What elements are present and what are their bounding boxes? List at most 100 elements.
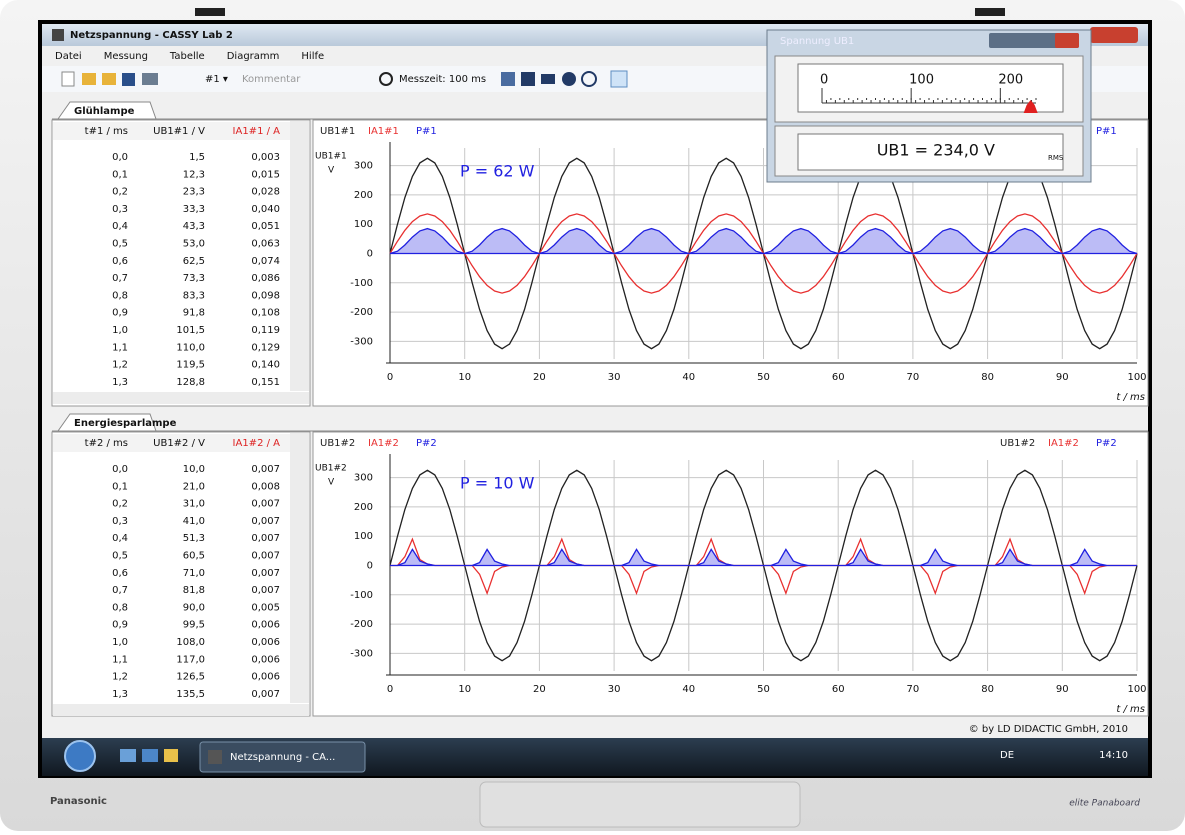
y-tick-label: 100 [354,531,373,542]
y-tick-label: -200 [350,619,373,630]
y-tick-label: -300 [350,648,373,659]
legend-item[interactable]: UB1#2 [1000,438,1035,449]
x-tick-label: 40 [682,684,695,695]
channel-select[interactable]: #1 ▾ [205,74,228,85]
legend-item[interactable]: P#2 [416,438,437,449]
menu-item[interactable]: Tabelle [169,51,205,62]
x-tick-label: 10 [458,372,471,383]
product: elite Panaboard [1069,799,1140,809]
scrollbar [290,121,309,391]
meter-reading: UB1 = 234,0 V [877,141,995,160]
close-button[interactable] [1090,27,1138,43]
table-cell: 41,0 [183,516,205,527]
table-cell: 0,006 [251,637,280,648]
legend-item[interactable]: P#2 [1096,438,1117,449]
x-tick-label: 0 [387,372,393,383]
x-tick-label: 0 [387,684,393,695]
language[interactable]: DE [1000,750,1014,761]
table-cell: 0,086 [251,273,280,284]
table-cell: 33,3 [183,204,205,215]
comment-field[interactable]: Kommentar [242,74,301,85]
table-cell: 0,5 [112,239,128,250]
table-cell: 99,5 [183,620,205,631]
table-cell: 1,2 [112,672,128,683]
table-cell: 60,5 [183,551,205,562]
annotation: P = 10 W [460,474,535,493]
table-cell: 0,008 [251,481,280,492]
table-cell: 23,3 [183,187,205,198]
table-cell: 0,006 [251,654,280,665]
x-tick-label: 30 [608,372,621,383]
legend-item[interactable]: IA1#2 [368,438,399,449]
legend-item[interactable]: IA1#1 [368,126,399,137]
annotation: P = 62 W [460,162,535,181]
table-cell: 0,051 [251,221,280,232]
table-cell: 62,5 [183,256,205,267]
x-tick-label: 100 [1127,372,1146,383]
table-cell: 1,3 [112,689,128,700]
table-cell: 90,0 [183,602,205,613]
legend-item[interactable]: UB1#2 [320,438,355,449]
meter-tick-label: 0 [820,73,828,88]
table-cell: 21,0 [183,481,205,492]
table-header: IA1#2 / A [233,438,281,449]
y-tick-label: 0 [367,561,373,572]
legend-item[interactable]: UB1#1 [320,126,355,137]
window-title: Netzspannung - CASSY Lab 2 [70,30,233,41]
table-cell: 0,007 [251,533,280,544]
table-cell: 0,007 [251,689,280,700]
x-tick-label: 40 [682,372,695,383]
x-tick-label: 50 [757,684,770,695]
table-cell: 0,040 [251,204,280,215]
table-header: t#2 / ms [85,438,128,449]
table-cell: 1,1 [112,342,128,353]
menu-item[interactable]: Datei [55,51,82,62]
taskbar-icon[interactable] [164,749,178,762]
table-cell: 0,140 [251,360,280,371]
table-cell: 0,129 [251,342,280,353]
table-cell: 135,5 [176,689,205,700]
table-cell: 1,5 [189,152,205,163]
taskbar-icon[interactable] [120,749,136,762]
legend-item[interactable]: IA1#2 [1048,438,1079,449]
meter-title: Spannung UB1 [780,36,854,47]
table-cell: 0,0 [112,152,128,163]
table-cell: 0,5 [112,551,128,562]
y-axis-unit: V [328,166,335,176]
legend-item[interactable]: P#1 [1096,126,1117,137]
menu-item[interactable]: Hilfe [301,51,324,62]
start-button[interactable] [65,741,95,771]
table-cell: 51,3 [183,533,205,544]
y-tick-label: -100 [350,590,373,601]
meter-tick-label: 100 [909,73,934,88]
table-cell: 0,007 [251,568,280,579]
scrollbar [290,433,309,703]
table-header: UB1#1 / V [153,126,205,137]
menu-item[interactable]: Diagramm [227,51,280,62]
table-header: UB1#2 / V [153,438,205,449]
table-cell: 0,2 [112,187,128,198]
x-tick-label: 30 [608,684,621,695]
x-tick-label: 90 [1056,372,1069,383]
x-tick-label: 90 [1056,684,1069,695]
legend-item[interactable]: P#1 [416,126,437,137]
table-cell: 31,0 [183,499,205,510]
table-cell: 0,006 [251,672,280,683]
table-cell: 1,1 [112,654,128,665]
table-cell: 0,8 [112,290,128,301]
table-cell: 0,2 [112,499,128,510]
table-cell: 91,8 [183,308,205,319]
table-cell: 0,4 [112,221,128,232]
measure-time[interactable]: Messzeit: 100 ms [399,74,486,85]
x-tick-label: 20 [533,372,546,383]
table-cell: 0,006 [251,620,280,631]
table-cell: 12,3 [183,169,205,180]
meter-close[interactable] [1055,33,1079,48]
taskbar-icon[interactable] [142,749,158,762]
table-cell: 0,7 [112,585,128,596]
table-cell: 53,0 [183,239,205,250]
x-tick-label: 70 [907,372,920,383]
table-cell: 0,9 [112,308,128,319]
menu-item[interactable]: Messung [104,51,148,62]
x-tick-label: 10 [458,684,471,695]
